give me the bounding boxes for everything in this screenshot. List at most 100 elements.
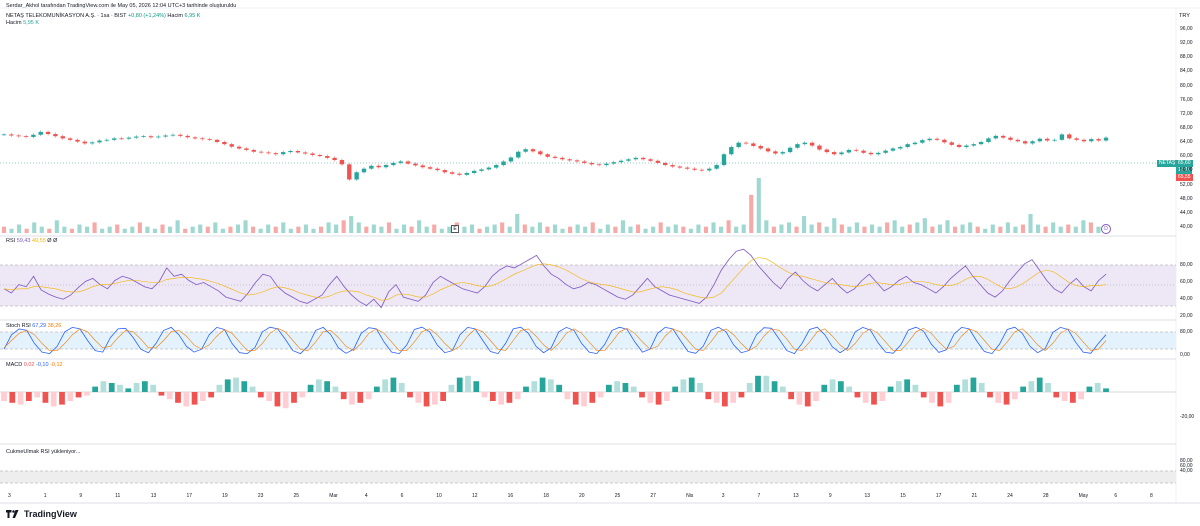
- candle: [45, 131, 51, 135]
- macd-bar: [456, 377, 463, 392]
- volume-bar: [779, 224, 784, 233]
- macd-bar: [871, 392, 877, 405]
- macd-bar: [307, 384, 314, 392]
- macd-bar: [879, 392, 886, 401]
- candle: [1096, 139, 1101, 141]
- macd-bar: [746, 383, 753, 392]
- candle: [516, 151, 521, 158]
- candle: [112, 138, 117, 140]
- candle: [765, 148, 771, 152]
- stoch-v2: 38,26: [47, 323, 62, 329]
- time-tick: 13: [793, 493, 799, 499]
- candle: [560, 157, 565, 160]
- candle: [508, 157, 514, 162]
- candle: [1045, 138, 1050, 141]
- candle: [817, 145, 822, 150]
- candle: [567, 159, 572, 161]
- macd-histogram: [1, 375, 1109, 409]
- macd-bar: [929, 392, 935, 403]
- macd-bar: [672, 386, 679, 392]
- macd-bar: [597, 392, 604, 398]
- candle: [685, 167, 690, 169]
- time-tick: 20: [579, 493, 585, 499]
- macd-bar: [564, 392, 571, 400]
- candle: [148, 136, 154, 138]
- candle: [986, 138, 991, 142]
- macd-bar: [945, 392, 952, 403]
- macd-bar: [357, 392, 364, 403]
- candle: [383, 165, 389, 168]
- candle: [618, 160, 624, 163]
- volume-bar: [235, 224, 241, 233]
- candle: [898, 147, 903, 149]
- volume-bar: [243, 220, 248, 233]
- macd-bar: [191, 392, 198, 405]
- time-tick: 25: [293, 493, 300, 499]
- volume-bar: [17, 224, 22, 233]
- volume-bar: [160, 224, 165, 233]
- time-tick: 25: [614, 493, 621, 499]
- volume-bar: [522, 224, 527, 233]
- time-tick: 19: [222, 493, 228, 499]
- candle: [236, 146, 242, 149]
- volume-bar: [817, 222, 822, 233]
- macd-bar: [523, 386, 529, 392]
- candle: [449, 172, 455, 174]
- time-tick: Nis: [686, 493, 694, 499]
- candle: [934, 138, 940, 140]
- tradingview-logo[interactable]: TradingView: [6, 509, 77, 519]
- axis-label: 72,00: [1180, 110, 1193, 117]
- macd-bar: [349, 392, 355, 405]
- macd-bar: [622, 383, 629, 392]
- axis-label: 48,00: [1180, 195, 1193, 202]
- volume-bar: [847, 226, 852, 233]
- candle: [523, 149, 528, 152]
- macd-bar: [804, 392, 811, 407]
- volume-bar: [100, 228, 105, 233]
- axis-label: -20,00: [1180, 414, 1195, 420]
- volume-bar: [296, 226, 301, 233]
- volume-bar: [1036, 224, 1041, 233]
- macd-bar: [755, 375, 761, 392]
- candle: [347, 164, 352, 180]
- volume-bar: [628, 226, 633, 233]
- macd-bar: [680, 379, 687, 392]
- macd-bar: [779, 386, 786, 392]
- volume-bar: [968, 222, 973, 233]
- macd-bar: [75, 392, 82, 398]
- dividend-marker[interactable]: D: [1101, 224, 1111, 234]
- candle: [126, 137, 132, 139]
- macd-bar: [183, 392, 190, 407]
- candle: [758, 145, 763, 149]
- volume-bar: [771, 226, 776, 233]
- volume-bar: [54, 220, 59, 233]
- macd-bar: [630, 386, 637, 392]
- macd-bar: [531, 381, 538, 392]
- macd-bar: [705, 392, 712, 400]
- candle: [1022, 141, 1028, 144]
- earnings-marker[interactable]: E: [451, 225, 459, 233]
- macd-bar: [738, 392, 745, 398]
- axis-label: 40,00: [1180, 468, 1193, 474]
- macd-bar: [721, 392, 728, 407]
- vol-prefix: Hacim: [167, 13, 184, 19]
- stoch-v1: 67,29: [32, 323, 47, 329]
- macd-bar: [912, 384, 919, 392]
- volume-bar: [258, 228, 263, 233]
- volume-bar: [854, 222, 859, 233]
- candle: [1059, 134, 1065, 140]
- volume-bar: [213, 222, 218, 233]
- macd-bar: [862, 392, 869, 403]
- axis-label: 80,00: [1180, 329, 1193, 335]
- volume-bar: [598, 228, 603, 233]
- volume-bar: [409, 226, 414, 233]
- candle: [611, 162, 616, 164]
- macd-v2: -0,10: [35, 362, 49, 368]
- candle: [266, 152, 271, 154]
- macd-bar: [175, 392, 181, 403]
- candle: [89, 142, 95, 144]
- custom-band: [0, 471, 1176, 483]
- last-price-tag: 65,60: [1176, 160, 1193, 167]
- volume-bar: [251, 226, 256, 233]
